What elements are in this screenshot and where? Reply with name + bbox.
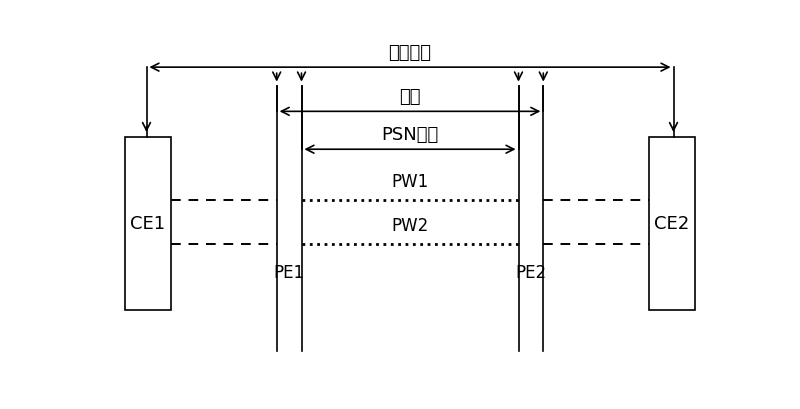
Text: 仿真业务: 仿真业务 xyxy=(389,44,431,62)
Text: PSN隧道: PSN隧道 xyxy=(382,126,438,144)
Text: PW1: PW1 xyxy=(391,173,429,191)
Text: 伪线: 伪线 xyxy=(399,88,421,106)
Text: PE2: PE2 xyxy=(515,263,546,281)
Bar xyxy=(649,137,695,310)
Text: CE2: CE2 xyxy=(654,215,690,233)
Text: CE1: CE1 xyxy=(130,215,166,233)
Text: PW2: PW2 xyxy=(391,217,429,235)
Text: PE1: PE1 xyxy=(274,263,305,281)
Bar xyxy=(125,137,171,310)
